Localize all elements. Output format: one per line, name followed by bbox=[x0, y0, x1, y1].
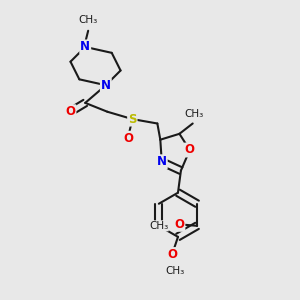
Text: N: N bbox=[80, 40, 90, 53]
Text: O: O bbox=[65, 105, 76, 118]
Text: N: N bbox=[101, 79, 111, 92]
Text: CH₃: CH₃ bbox=[184, 109, 204, 119]
Text: CH₃: CH₃ bbox=[79, 15, 98, 26]
Text: N: N bbox=[157, 155, 167, 168]
Text: O: O bbox=[174, 218, 184, 231]
Text: S: S bbox=[128, 112, 136, 126]
Text: O: O bbox=[185, 143, 195, 157]
Text: O: O bbox=[167, 248, 177, 261]
Text: CH₃: CH₃ bbox=[149, 221, 168, 231]
Text: CH₃: CH₃ bbox=[165, 266, 185, 276]
Text: O: O bbox=[123, 132, 133, 145]
